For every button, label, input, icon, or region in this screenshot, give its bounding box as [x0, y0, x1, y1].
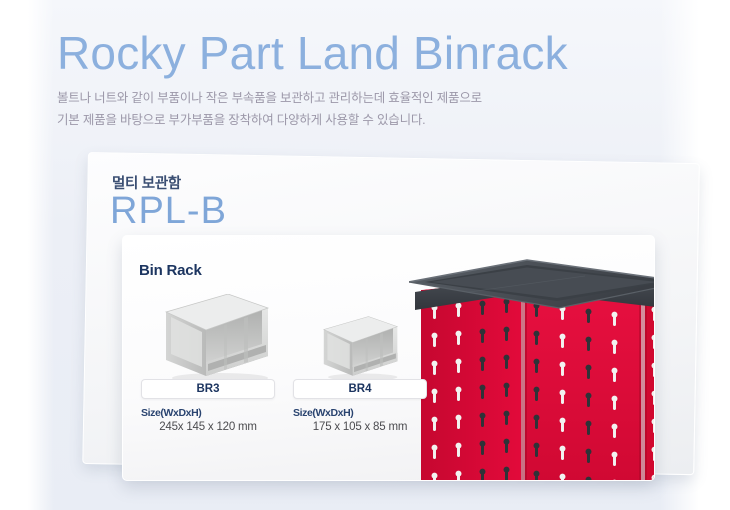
variant-size-heading-br3: Size(WxDxH): [141, 407, 202, 419]
bin-image-br4: [318, 316, 406, 382]
pegboard-rack-image: [409, 252, 654, 480]
variant-label-br4[interactable]: BR4: [293, 379, 427, 399]
bin-image-br3: [158, 294, 280, 384]
variant-size-heading-br4: Size(WxDxH): [293, 407, 354, 419]
variant-size-value-br3: 245x 145 x 120 mm: [159, 421, 257, 433]
product-category-label: 멀티 보관함: [112, 176, 181, 192]
variant-column-br4: BR4 Size(WxDxH) 175 x 105 x 85 mm: [293, 379, 427, 433]
background-left-fade: [28, 0, 54, 510]
page-subtitle-line-2: 기본 제품을 바탕으로 부가부품을 장착하여 다양하게 사용할 수 있습니다.: [57, 112, 426, 127]
page-title: Rocky Part Land Binrack: [57, 27, 568, 79]
variant-label-br3[interactable]: BR3: [141, 379, 275, 399]
variant-size-value-br4: 175 x 105 x 85 mm: [312, 421, 408, 433]
variant-column-br3: BR3 Size(WxDxH) 245x 145 x 120 mm: [141, 379, 275, 433]
product-front-card: Bin Rack: [122, 235, 655, 481]
page-subtitle-line-1: 볼트나 너트와 같이 부품이나 작은 부속품을 보관하고 관리하는데 효율적인 …: [57, 91, 482, 105]
page-subtitle: 볼트나 너트와 같이 부품이나 작은 부속품을 보관하고 관리하는데 효율적인 …: [57, 88, 482, 131]
product-model-code: RPL-B: [110, 190, 227, 232]
section-title: Bin Rack: [139, 262, 202, 279]
